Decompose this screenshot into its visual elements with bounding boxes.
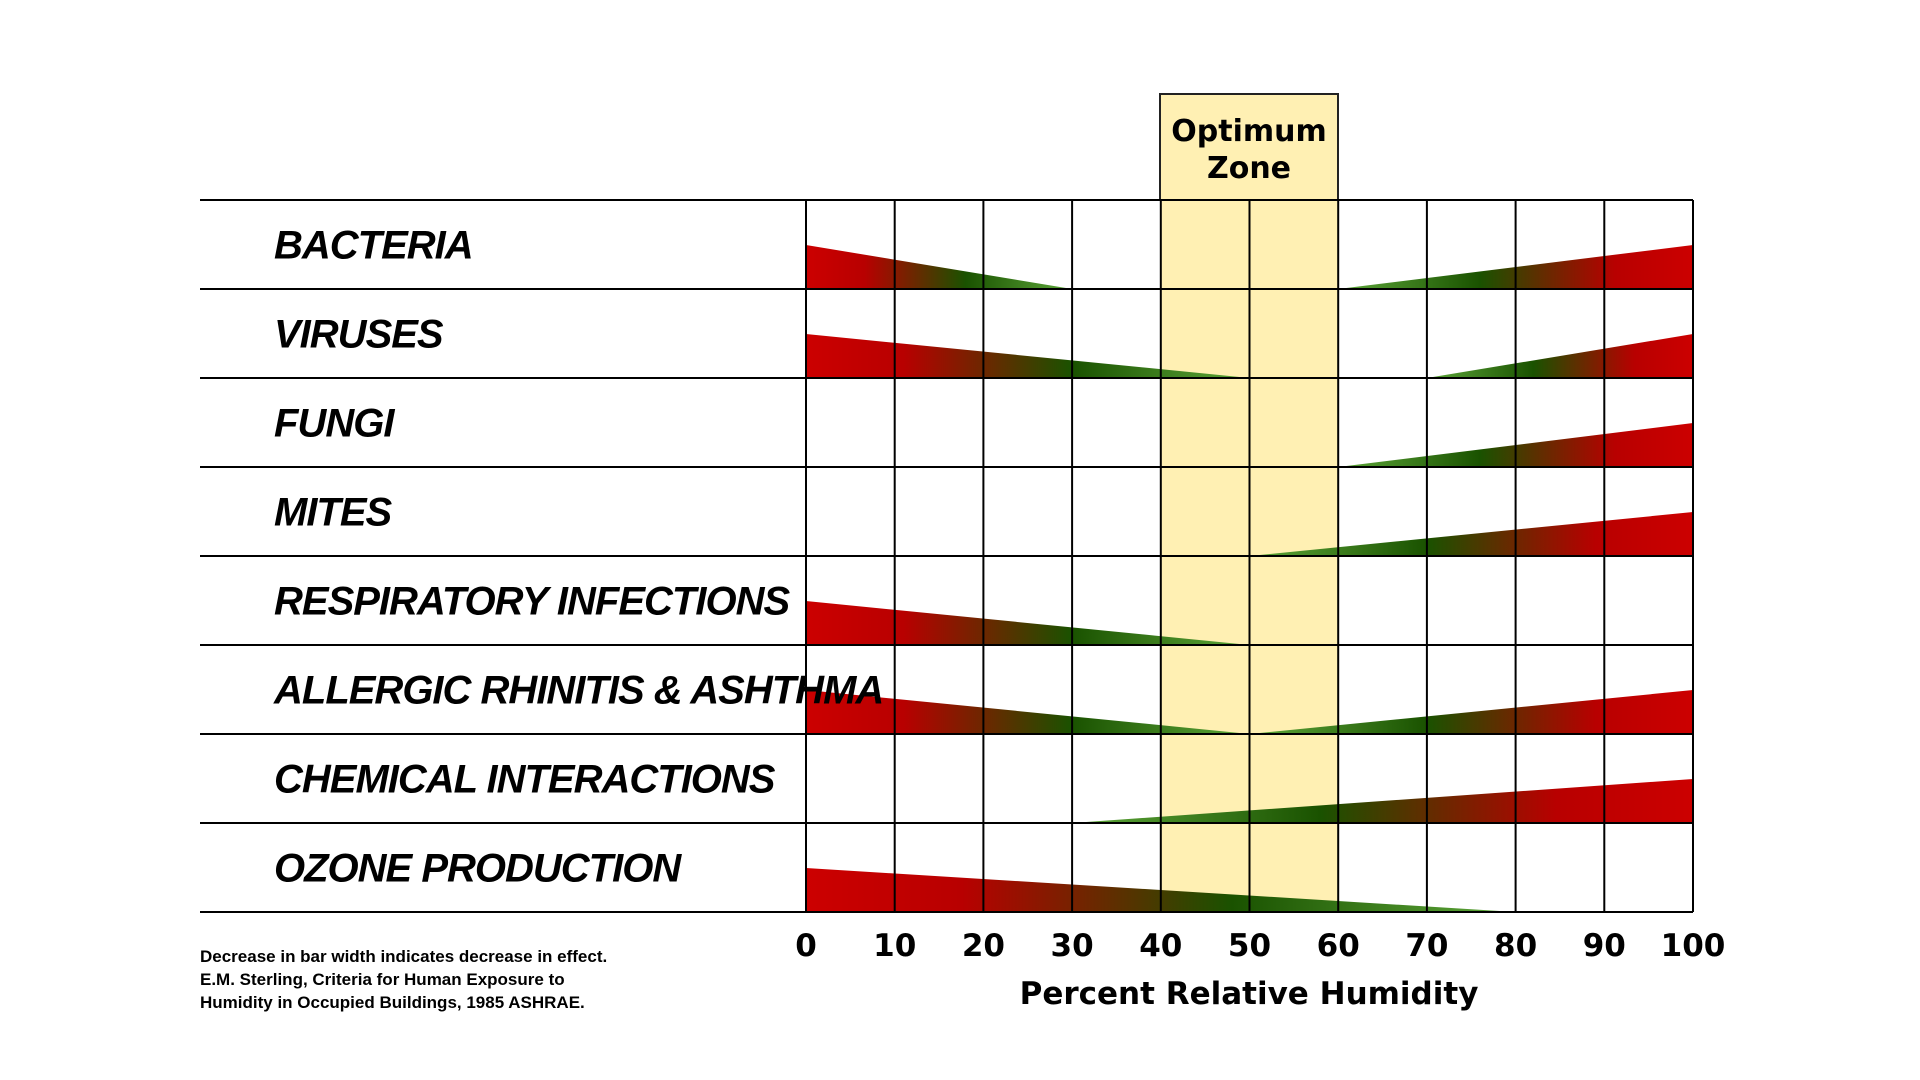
x-tick-label-10: 10 (873, 928, 916, 964)
x-tick-label-70: 70 (1405, 928, 1448, 964)
bar-mites-segment-1 (1249, 512, 1693, 556)
category-label-4: MITES (274, 491, 393, 535)
optimum-zone-title-line-1: Optimum (1171, 114, 1326, 149)
x-axis-title: Percent Relative Humidity (1020, 976, 1479, 1012)
category-label-3: FUNGI (274, 402, 395, 446)
bars-layer (806, 245, 1693, 912)
x-tick-label-0: 0 (795, 928, 817, 964)
bar-viruses-segment-1 (806, 334, 1250, 378)
bar-allergic-rhinitis-ashthma-segment-1 (806, 690, 1250, 734)
note-line-1: Decrease in bar width indicates decrease… (200, 947, 607, 966)
category-label-2: VIRUSES (274, 313, 444, 357)
category-label-1: BACTERIA (274, 224, 473, 268)
x-tick-label-30: 30 (1051, 928, 1094, 964)
optimum-zone-title-line-2: Zone (1207, 151, 1291, 186)
x-tick-label-80: 80 (1494, 928, 1537, 964)
x-tick-labels: 0 10 20 30 40 50 60 70 80 90 100 (795, 928, 1725, 964)
x-tick-label-90: 90 (1583, 928, 1626, 964)
bar-bacteria-segment-1 (806, 245, 1073, 289)
category-labels: BACTERIA VIRUSES FUNGI MITES RESPIRATORY INF… (273, 224, 884, 891)
bar-respiratory-infections-segment-1 (806, 601, 1250, 645)
category-label-6: ALLERGIC RHINITIS & ASHTHMA (273, 669, 883, 713)
bar-allergic-rhinitis-ashthma-segment-2 (1249, 690, 1693, 734)
x-tick-label-40: 40 (1139, 928, 1182, 964)
x-tick-label-20: 20 (962, 928, 1005, 964)
note-line-3: Humidity in Occupied Buildings, 1985 ASH… (200, 993, 585, 1012)
category-label-5: RESPIRATORY INFECTIONS (274, 580, 790, 624)
grid-layer (200, 199, 1694, 913)
note-line-2: E.M. Sterling, Criteria for Human Exposu… (200, 970, 565, 989)
source-notes: Decrease in bar width indicates decrease… (200, 947, 607, 1012)
x-tick-label-50: 50 (1228, 928, 1271, 964)
bar-chemical-interactions-segment-1 (1072, 779, 1693, 823)
x-tick-label-60: 60 (1317, 928, 1360, 964)
category-label-8: OZONE PRODUCTION (274, 847, 682, 891)
bar-viruses-segment-2 (1426, 334, 1693, 378)
optimum-zone-header (1159, 93, 1339, 201)
category-label-7: CHEMICAL INTERACTIONS (274, 758, 776, 802)
x-tick-label-100: 100 (1661, 928, 1726, 964)
